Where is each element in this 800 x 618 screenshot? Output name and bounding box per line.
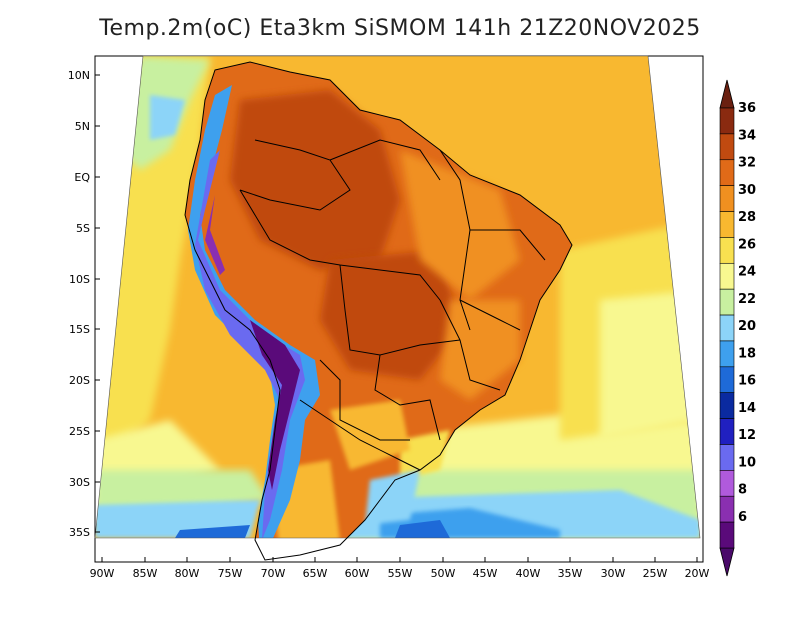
- colorbar-label: 32: [738, 156, 756, 171]
- lat-label: 25S: [69, 425, 90, 438]
- country-borders: [184, 61, 573, 561]
- colorbar-label: 18: [738, 346, 756, 361]
- lon-label: 45W: [473, 567, 498, 580]
- longitude-axis: 90W 85W 80W 75W 70W 65W 60W 55W 50W 45W …: [90, 557, 710, 580]
- colorbar-label: 26: [738, 237, 756, 252]
- lon-label: 20W: [685, 567, 710, 580]
- lon-label: 80W: [175, 567, 200, 580]
- map-title: Temp.2m(oC) Eta3km SiSMOM 141h 21Z20NOV2…: [99, 16, 701, 41]
- colorbar: 36 34 32 30 28 26 24 22 20 18 16 14 12 10 8 6: [719, 79, 756, 577]
- colorbar-swatch: [719, 288, 735, 316]
- lat-label: EQ: [74, 171, 90, 184]
- colorbar-label: 28: [738, 210, 756, 225]
- colorbar-swatch: [719, 521, 735, 549]
- colorbar-swatch: [719, 495, 735, 523]
- colorbar-swatch: [719, 107, 735, 135]
- colorbar-swatch: [719, 211, 735, 238]
- lon-label: 85W: [133, 567, 158, 580]
- lat-label: 35S: [69, 526, 90, 539]
- model-domain-outline: [94, 55, 701, 539]
- lon-label: 30W: [601, 567, 626, 580]
- lon-label: 65W: [303, 567, 328, 580]
- colorbar-swatch: [719, 262, 735, 290]
- colorbar-label: 36: [738, 101, 756, 116]
- colorbar-label: 6: [738, 510, 747, 525]
- colorbar-label: 16: [738, 374, 756, 389]
- colorbar-swatch: [719, 470, 735, 497]
- lat-label: 20S: [69, 374, 90, 387]
- colorbar-label: 10: [738, 455, 756, 470]
- colorbar-label: 20: [738, 319, 756, 334]
- temperature-field: [95, 56, 700, 538]
- colorbar-low-arrow: [719, 547, 735, 577]
- colorbar-swatch: [719, 392, 735, 419]
- colorbar-swatch: [719, 314, 735, 342]
- lon-label: 50W: [431, 567, 456, 580]
- colorbar-label: 30: [738, 183, 756, 198]
- colorbar-label: 12: [738, 428, 756, 443]
- lon-label: 90W: [90, 567, 115, 580]
- lat-label: 5N: [75, 120, 90, 133]
- lat-label: 10S: [69, 273, 90, 286]
- lon-label: 40W: [516, 567, 541, 580]
- lat-label: 15S: [69, 323, 90, 336]
- lat-label: 30S: [69, 476, 90, 489]
- colorbar-label: 8: [738, 483, 747, 498]
- colorbar-label: 24: [738, 265, 756, 280]
- lon-label: 60W: [345, 567, 370, 580]
- lon-label: 55W: [388, 567, 413, 580]
- colorbar-high-arrow: [719, 79, 735, 109]
- lat-label: 10N: [68, 69, 90, 82]
- latitude-axis: 10N 5N EQ 5S 10S 15S 20S 25S 30S 35S: [68, 69, 100, 539]
- colorbar-swatch: [719, 159, 735, 186]
- lat-label: 5S: [76, 222, 90, 235]
- colorbar-swatch: [719, 340, 735, 368]
- colorbar-swatch: [719, 237, 735, 264]
- lon-label: 70W: [261, 567, 286, 580]
- colorbar-swatch: [719, 444, 735, 471]
- colorbar-swatch: [719, 185, 735, 212]
- colorbar-swatch: [719, 133, 735, 161]
- colorbar-label: 34: [738, 128, 756, 143]
- lon-label: 25W: [643, 567, 668, 580]
- colorbar-label: 14: [738, 401, 756, 416]
- colorbar-swatch: [719, 418, 735, 445]
- lon-label: 75W: [218, 567, 243, 580]
- colorbar-swatch: [719, 366, 735, 394]
- lon-label: 35W: [558, 567, 583, 580]
- colorbar-label: 22: [738, 292, 756, 307]
